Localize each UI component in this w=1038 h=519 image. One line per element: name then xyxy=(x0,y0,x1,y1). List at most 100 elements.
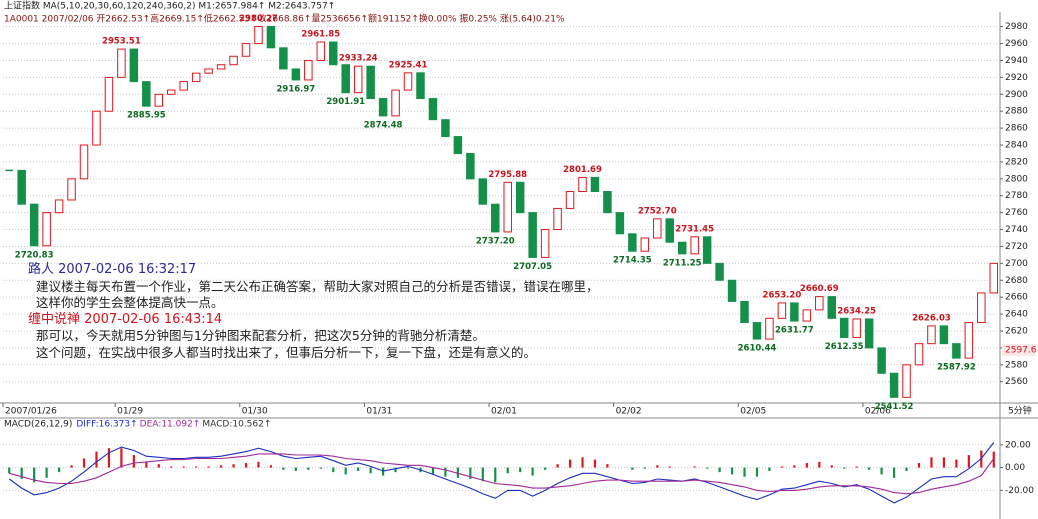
x-tick-label: 02/02 xyxy=(616,407,642,417)
candle xyxy=(740,300,749,324)
legend-entry: DEA:11.092↑ xyxy=(140,420,201,430)
candle xyxy=(752,322,762,340)
candle xyxy=(142,81,151,107)
comment-heading: 缠中说禅 2007-02-06 16:43:14 xyxy=(28,311,223,327)
annotation: 2961.85 xyxy=(301,30,340,40)
annotation: 2752.70 xyxy=(638,206,677,216)
x-tick-label: 01/30 xyxy=(242,407,268,417)
candle xyxy=(515,181,525,214)
candle xyxy=(989,262,999,294)
candle xyxy=(366,65,375,100)
x-tick-label: 01/31 xyxy=(366,407,392,417)
candle xyxy=(802,309,812,322)
legend-entry: MACD:10.562↑ xyxy=(202,420,271,430)
annotation: 2933.24 xyxy=(339,54,378,64)
candle xyxy=(341,64,350,94)
annotation: 2980.27 xyxy=(239,14,278,24)
annotation: 2653.20 xyxy=(763,290,802,300)
candle xyxy=(889,372,899,398)
candle xyxy=(528,212,537,258)
comment-line: 那可以，今天就用5分钟图与1分钟图来配套分析，把这次5分钟的背驰分析清楚。 xyxy=(36,328,485,343)
candle xyxy=(715,262,724,281)
candle xyxy=(590,176,600,193)
candle xyxy=(603,191,612,214)
candle xyxy=(864,318,874,349)
candle xyxy=(702,236,712,264)
candle xyxy=(104,76,114,112)
candle xyxy=(914,343,924,366)
candle xyxy=(977,292,986,324)
y-tick-label: 2900 xyxy=(1005,90,1028,100)
candle xyxy=(565,191,575,209)
annotation: 2714.35 xyxy=(613,256,652,266)
y-tick-label: 2840 xyxy=(1005,141,1028,151)
candle xyxy=(117,48,126,78)
candle xyxy=(503,181,512,233)
candle xyxy=(316,41,326,61)
candle xyxy=(765,317,774,340)
annotation: 2916.97 xyxy=(277,84,316,94)
candle xyxy=(653,218,662,239)
candle xyxy=(677,241,687,255)
x-tick-label: 02/01 xyxy=(491,407,517,417)
legend-entry: DIFF:16.373↑ xyxy=(76,420,137,430)
y-tick-label: 2920 xyxy=(1005,73,1028,83)
candle xyxy=(628,233,637,252)
y-tick-label: 2740 xyxy=(1005,225,1028,235)
annotation: 2795.88 xyxy=(488,170,527,180)
candle xyxy=(665,218,674,243)
annotation: 2720.83 xyxy=(15,250,54,260)
candle xyxy=(241,43,251,57)
y-tick-label: 2680 xyxy=(1005,276,1028,286)
y-tick-label: 2960 xyxy=(1005,39,1028,49)
y-tick-label: -20.00 xyxy=(1005,486,1034,496)
comments: 路人 2007-02-06 16:32:17 建议楼主每天布置一个作业，第二天公布… xyxy=(28,262,599,361)
candle xyxy=(553,207,562,231)
candle xyxy=(204,68,213,74)
y-tick-label: 2940 xyxy=(1005,56,1028,66)
annotation: 2707.05 xyxy=(513,262,552,272)
y-tick-label: 2660 xyxy=(1005,293,1028,303)
y-tick-label: 2620 xyxy=(1005,326,1028,336)
annotation: 2737.20 xyxy=(476,236,515,246)
candle xyxy=(491,203,500,233)
annotation: 2731.45 xyxy=(675,224,714,234)
candle xyxy=(790,302,799,322)
candle xyxy=(839,317,849,338)
y-tick-label: 2860 xyxy=(1005,124,1028,134)
candle xyxy=(540,229,550,258)
annotation: 2801.69 xyxy=(563,165,602,175)
comment-heading: 路人 2007-02-06 16:32:17 xyxy=(28,262,197,277)
candle xyxy=(466,152,475,180)
candle xyxy=(640,237,650,252)
candle xyxy=(92,110,101,146)
macd-title: MACD(26,12,9) xyxy=(4,420,72,430)
period-label: 5分钟 xyxy=(1008,405,1032,417)
candle xyxy=(167,89,176,95)
annotation: 2953.51 xyxy=(102,37,141,47)
candle xyxy=(952,343,961,359)
annotation: 2660.69 xyxy=(800,284,839,294)
candle xyxy=(67,178,76,201)
candle xyxy=(827,296,836,319)
candle xyxy=(852,318,861,338)
candle xyxy=(416,72,425,100)
y-tick-label: 2640 xyxy=(1005,310,1028,320)
x-tick-label: 2007/01/26 xyxy=(5,407,57,417)
candle xyxy=(54,199,64,214)
y-tick-label: 2700 xyxy=(1005,259,1028,269)
y-tick-label: 2980 xyxy=(1005,22,1028,32)
comment-line: 这样你的学生会整体提高快一点。 xyxy=(36,295,224,310)
candle xyxy=(578,176,587,193)
candle xyxy=(29,203,39,247)
y-tick-label: 0.00 xyxy=(1005,463,1025,473)
last-price-box xyxy=(1002,343,1036,356)
chart-title: 上证指数 MA(5,10,20,30,60,120,240,360,2) M1:… xyxy=(4,0,335,12)
x-tick-label: 01/29 xyxy=(117,407,143,417)
candle xyxy=(428,98,438,121)
candle xyxy=(378,98,388,117)
comment-line: 建议楼主每天布置一个作业，第二天公布正确答案，帮助大家对照自己的分析是否错误，错… xyxy=(36,278,599,294)
annotation: 2711.25 xyxy=(663,258,702,268)
annotation: 2587.92 xyxy=(937,363,976,373)
